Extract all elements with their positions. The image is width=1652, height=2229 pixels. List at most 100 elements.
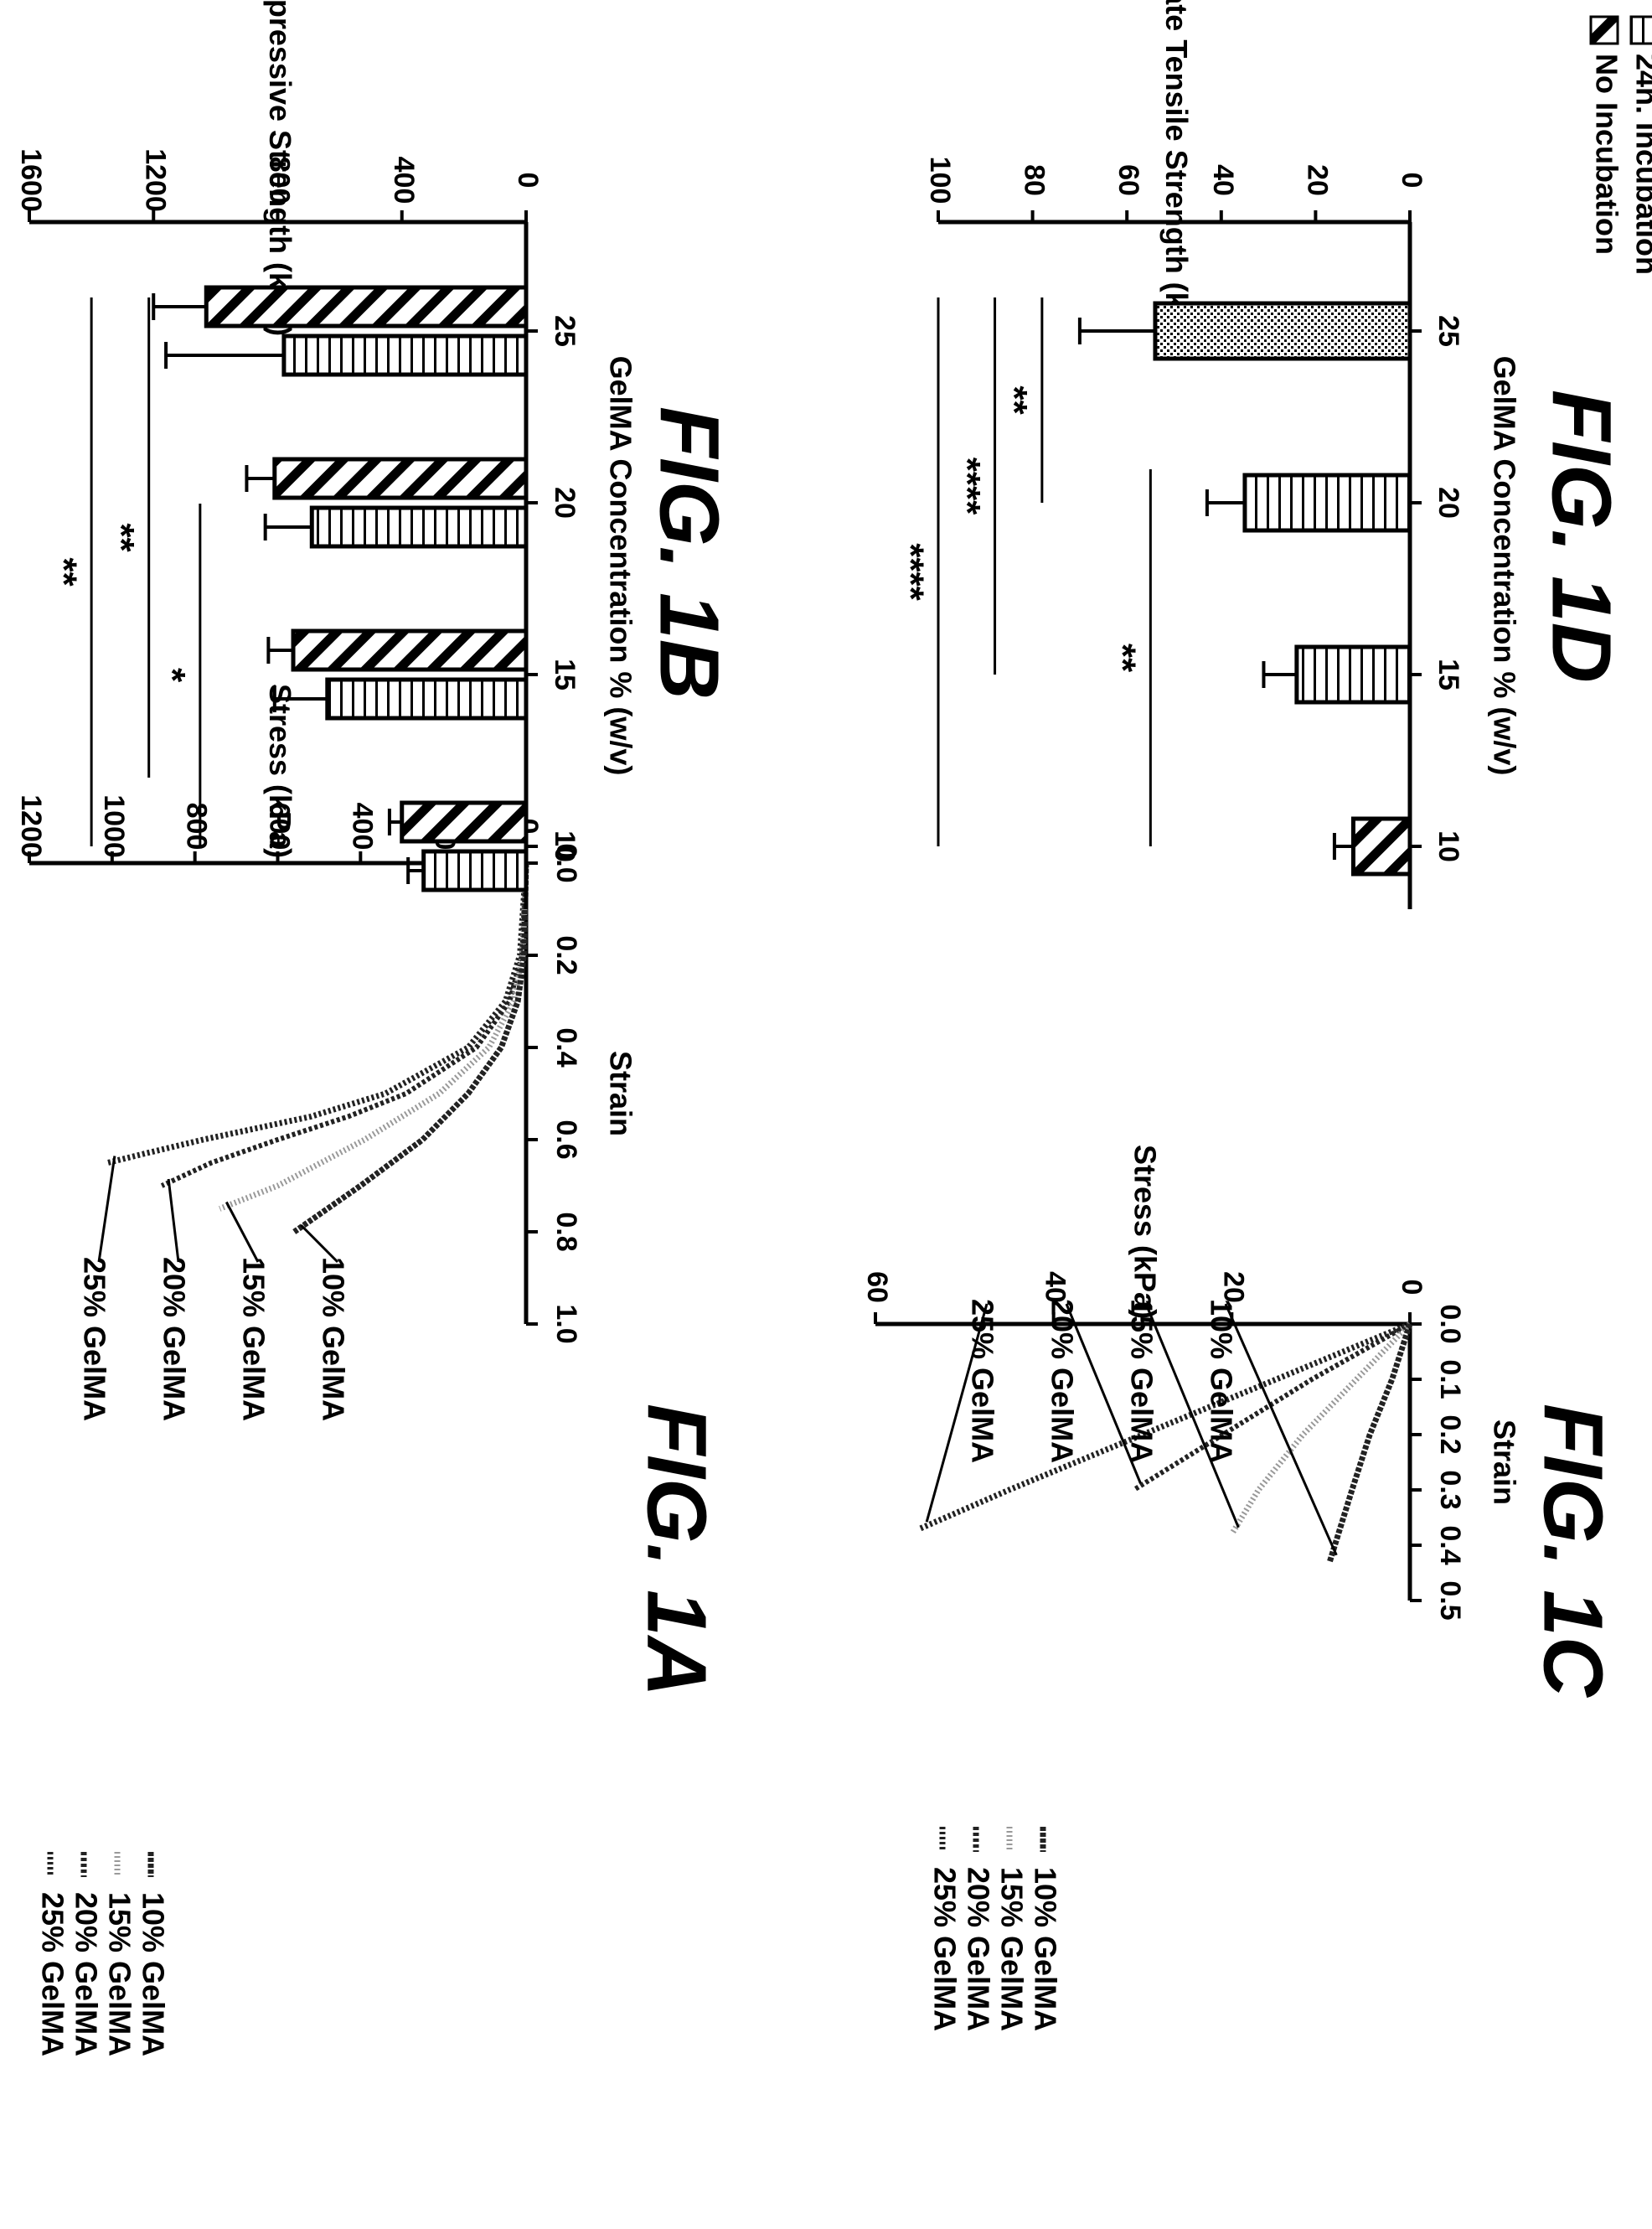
fig1b-y-tick-label: 1200 xyxy=(139,148,171,212)
fig1c-x-tick-label: 0.1 xyxy=(1434,1359,1466,1399)
fig1d-y-axis-label: Ultimate Tensile Strength (kPa) xyxy=(1159,0,1194,356)
fig1d-y-tick-label-group: 80 xyxy=(1019,164,1051,196)
fig1c-legend-label: 15% GelMA xyxy=(994,1867,1029,2031)
fig1c-y-tick-label: 0 xyxy=(1396,1280,1427,1296)
fig1d-y-tick-label: 0 xyxy=(1396,173,1427,189)
fig1d-chart: 0 20 40 60 80 100 10 15 20 25 GelMA Concentration … xyxy=(890,0,1629,909)
fig1a-curve-label: 20% GelMA xyxy=(157,1257,191,1421)
fig1a-chart: 0.00.20.40.60.81.0020040060080010001200S… xyxy=(15,684,724,2056)
fig1a-x-tick-label-group: 0.6 xyxy=(550,1120,582,1159)
fig1a-x-tick-label-group: 0.2 xyxy=(550,935,582,975)
fig1b-significance-group: ** xyxy=(101,523,142,552)
fig1c-y-tick-label-group: 60 xyxy=(861,1271,893,1303)
fig1b-x-tick-label-group: 20 xyxy=(549,487,581,519)
fig1a-legend-label: 10% GelMA xyxy=(136,1892,170,2056)
fig1a-callout-line xyxy=(97,1156,116,1263)
fig1b-bar xyxy=(272,457,529,500)
fig1a-y-tick-label: 800 xyxy=(181,803,213,851)
fig1d-y-tick-label: 100 xyxy=(924,157,956,204)
fig1d-bar xyxy=(1294,644,1412,705)
fig1a-caption: FIG. 1A xyxy=(630,1404,724,1697)
fig1b-x-tick-label: 10 xyxy=(549,830,581,862)
fig1b-significance-label: ** xyxy=(44,557,85,587)
fig1a-ylabel-group: Stress (kPa) xyxy=(263,684,297,858)
fig1c-x-tick-label: 0.4 xyxy=(1434,1525,1466,1564)
fig1a-x-tick-label: 0.4 xyxy=(550,1027,582,1067)
fig1b-y-tick-label: 0 xyxy=(512,173,544,189)
fig1d-y-tick-label-group: 0 xyxy=(1396,173,1427,189)
fig1a-x-tick-label: 0.2 xyxy=(550,935,582,975)
fig1b-x-tick-label-group: 10 xyxy=(549,830,581,862)
fig1b-y-tick-label: 800 xyxy=(264,157,296,204)
fig1c-x-tick-label-group: 0.0 xyxy=(1434,1304,1466,1343)
fig1d-x-tick-label-group: 15 xyxy=(1433,659,1464,690)
fig1a-x-tick-label-group: 0.4 xyxy=(550,1027,582,1067)
fig1a-y-tick-label-group: 1000 xyxy=(98,794,130,858)
fig1b-bar xyxy=(421,849,529,892)
fig1c-series-line xyxy=(1132,1321,1412,1492)
fig1d-x-tick-label: 25 xyxy=(1433,315,1464,347)
fig1c-curve-label: 20% GelMA xyxy=(1045,1299,1079,1463)
fig1c-legend-label-group: 25% GelMA xyxy=(927,1867,962,2031)
fig1c-callout-line xyxy=(1144,1303,1240,1528)
fig1a-x-axis-label: Strain xyxy=(603,1051,638,1136)
fig1c-x-tick-label-group: 0.4 xyxy=(1434,1525,1466,1564)
fig1a-y-tick-label-group: 400 xyxy=(346,803,378,851)
fig1a-callout-line xyxy=(167,1178,180,1263)
fig1d-xlabel-group: GelMA Concentration % (w/v) xyxy=(1487,356,1521,776)
fig1c-legend-label: 10% GelMA xyxy=(1028,1867,1062,2031)
fig1b-legend-swatch xyxy=(1589,15,1619,45)
fig1b-x-tick-label-group: 15 xyxy=(549,659,581,690)
fig1c-curve-label-group: 15% GelMA xyxy=(1124,1299,1159,1463)
fig1d-significance-label: ** xyxy=(994,385,1035,415)
fig1a-legend-label: 15% GelMA xyxy=(102,1892,137,2056)
fig1d-significance-group: ** xyxy=(994,385,1035,415)
fig1b-legend-label-group: 24h. Incubation xyxy=(1629,54,1652,275)
fig1d-caption-group: FIG. 1D xyxy=(1535,390,1629,683)
fig1b-bar xyxy=(325,677,529,721)
fig1c-x-tick-label-group: 0.1 xyxy=(1434,1359,1466,1399)
fig1d-y-tick-label: 20 xyxy=(1301,164,1333,196)
fig1d-y-tick-label-group: 20 xyxy=(1301,164,1333,196)
fig1b-bar xyxy=(291,628,529,672)
fig1a-callout-line xyxy=(225,1201,260,1263)
fig1b-significance-group: * xyxy=(152,668,193,683)
fig1a-y-tick-label: 1000 xyxy=(98,794,130,858)
fig1c-series-line xyxy=(918,1321,1412,1532)
fig1a-curve-label: 10% GelMA xyxy=(316,1257,350,1421)
fig1d-ylabel-group: Ultimate Tensile Strength (kPa) xyxy=(1159,0,1194,356)
fig1a-x-tick-label-group: 0.0 xyxy=(550,843,582,882)
fig1a-legend-label: 20% GelMA xyxy=(69,1892,103,2056)
fig1d-bar xyxy=(1350,816,1412,877)
fig1d-x-tick-label: 20 xyxy=(1433,487,1464,519)
fig1b-bar xyxy=(204,285,529,328)
fig1a-y-tick-label-group: 600 xyxy=(264,803,296,851)
fig1a-y-tick-label: 1200 xyxy=(15,794,47,858)
fig1b-caption: FIG. 1B xyxy=(643,406,736,700)
fig1d-x-tick-label-group: 10 xyxy=(1433,830,1464,862)
fig1b-x-tick-label: 20 xyxy=(549,487,581,519)
fig1a-legend-label: 25% GelMA xyxy=(35,1892,70,2056)
fig1c-legend-label-group: 10% GelMA xyxy=(1028,1867,1062,2031)
fig1c-y-tick-label-group: 0 xyxy=(1396,1280,1427,1296)
fig1a-x-tick-label: 0.6 xyxy=(550,1120,582,1159)
fig1d-x-tick-label: 15 xyxy=(1433,659,1464,690)
fig1b-x-tick-label: 15 xyxy=(549,659,581,690)
fig1c-y-tick-label: 20 xyxy=(1217,1271,1249,1303)
fig1d-y-tick-label: 60 xyxy=(1113,164,1144,196)
fig1a-curve-label-group: 15% GelMA xyxy=(236,1257,271,1421)
fig1c-series-line xyxy=(1229,1321,1412,1536)
fig1b-bar xyxy=(309,505,529,549)
fig1a-x-tick-label: 1.0 xyxy=(550,1304,582,1343)
fig1b-x-axis-label: GelMA Concentration % (w/v) xyxy=(603,356,638,776)
fig1a-legend-label-group: 15% GelMA xyxy=(102,1892,137,2056)
fig1c-chart: 0.0 0.1 0.2 0.3 0.4 0.5 0 20 40 60 Strain Stress (k… xyxy=(861,1145,1620,2031)
fig1b-significance-label: ** xyxy=(101,523,142,552)
fig1c-x-tick-label: 0.0 xyxy=(1434,1304,1466,1343)
fig1b-significance-group: ** xyxy=(44,557,85,587)
fig1a-y-tick-label-group: 1200 xyxy=(15,794,47,858)
fig1b-y-tick-label: 400 xyxy=(388,157,420,204)
fig1a-series-line xyxy=(107,862,529,1166)
fig1c-x-tick-label-group: 0.3 xyxy=(1434,1470,1466,1509)
